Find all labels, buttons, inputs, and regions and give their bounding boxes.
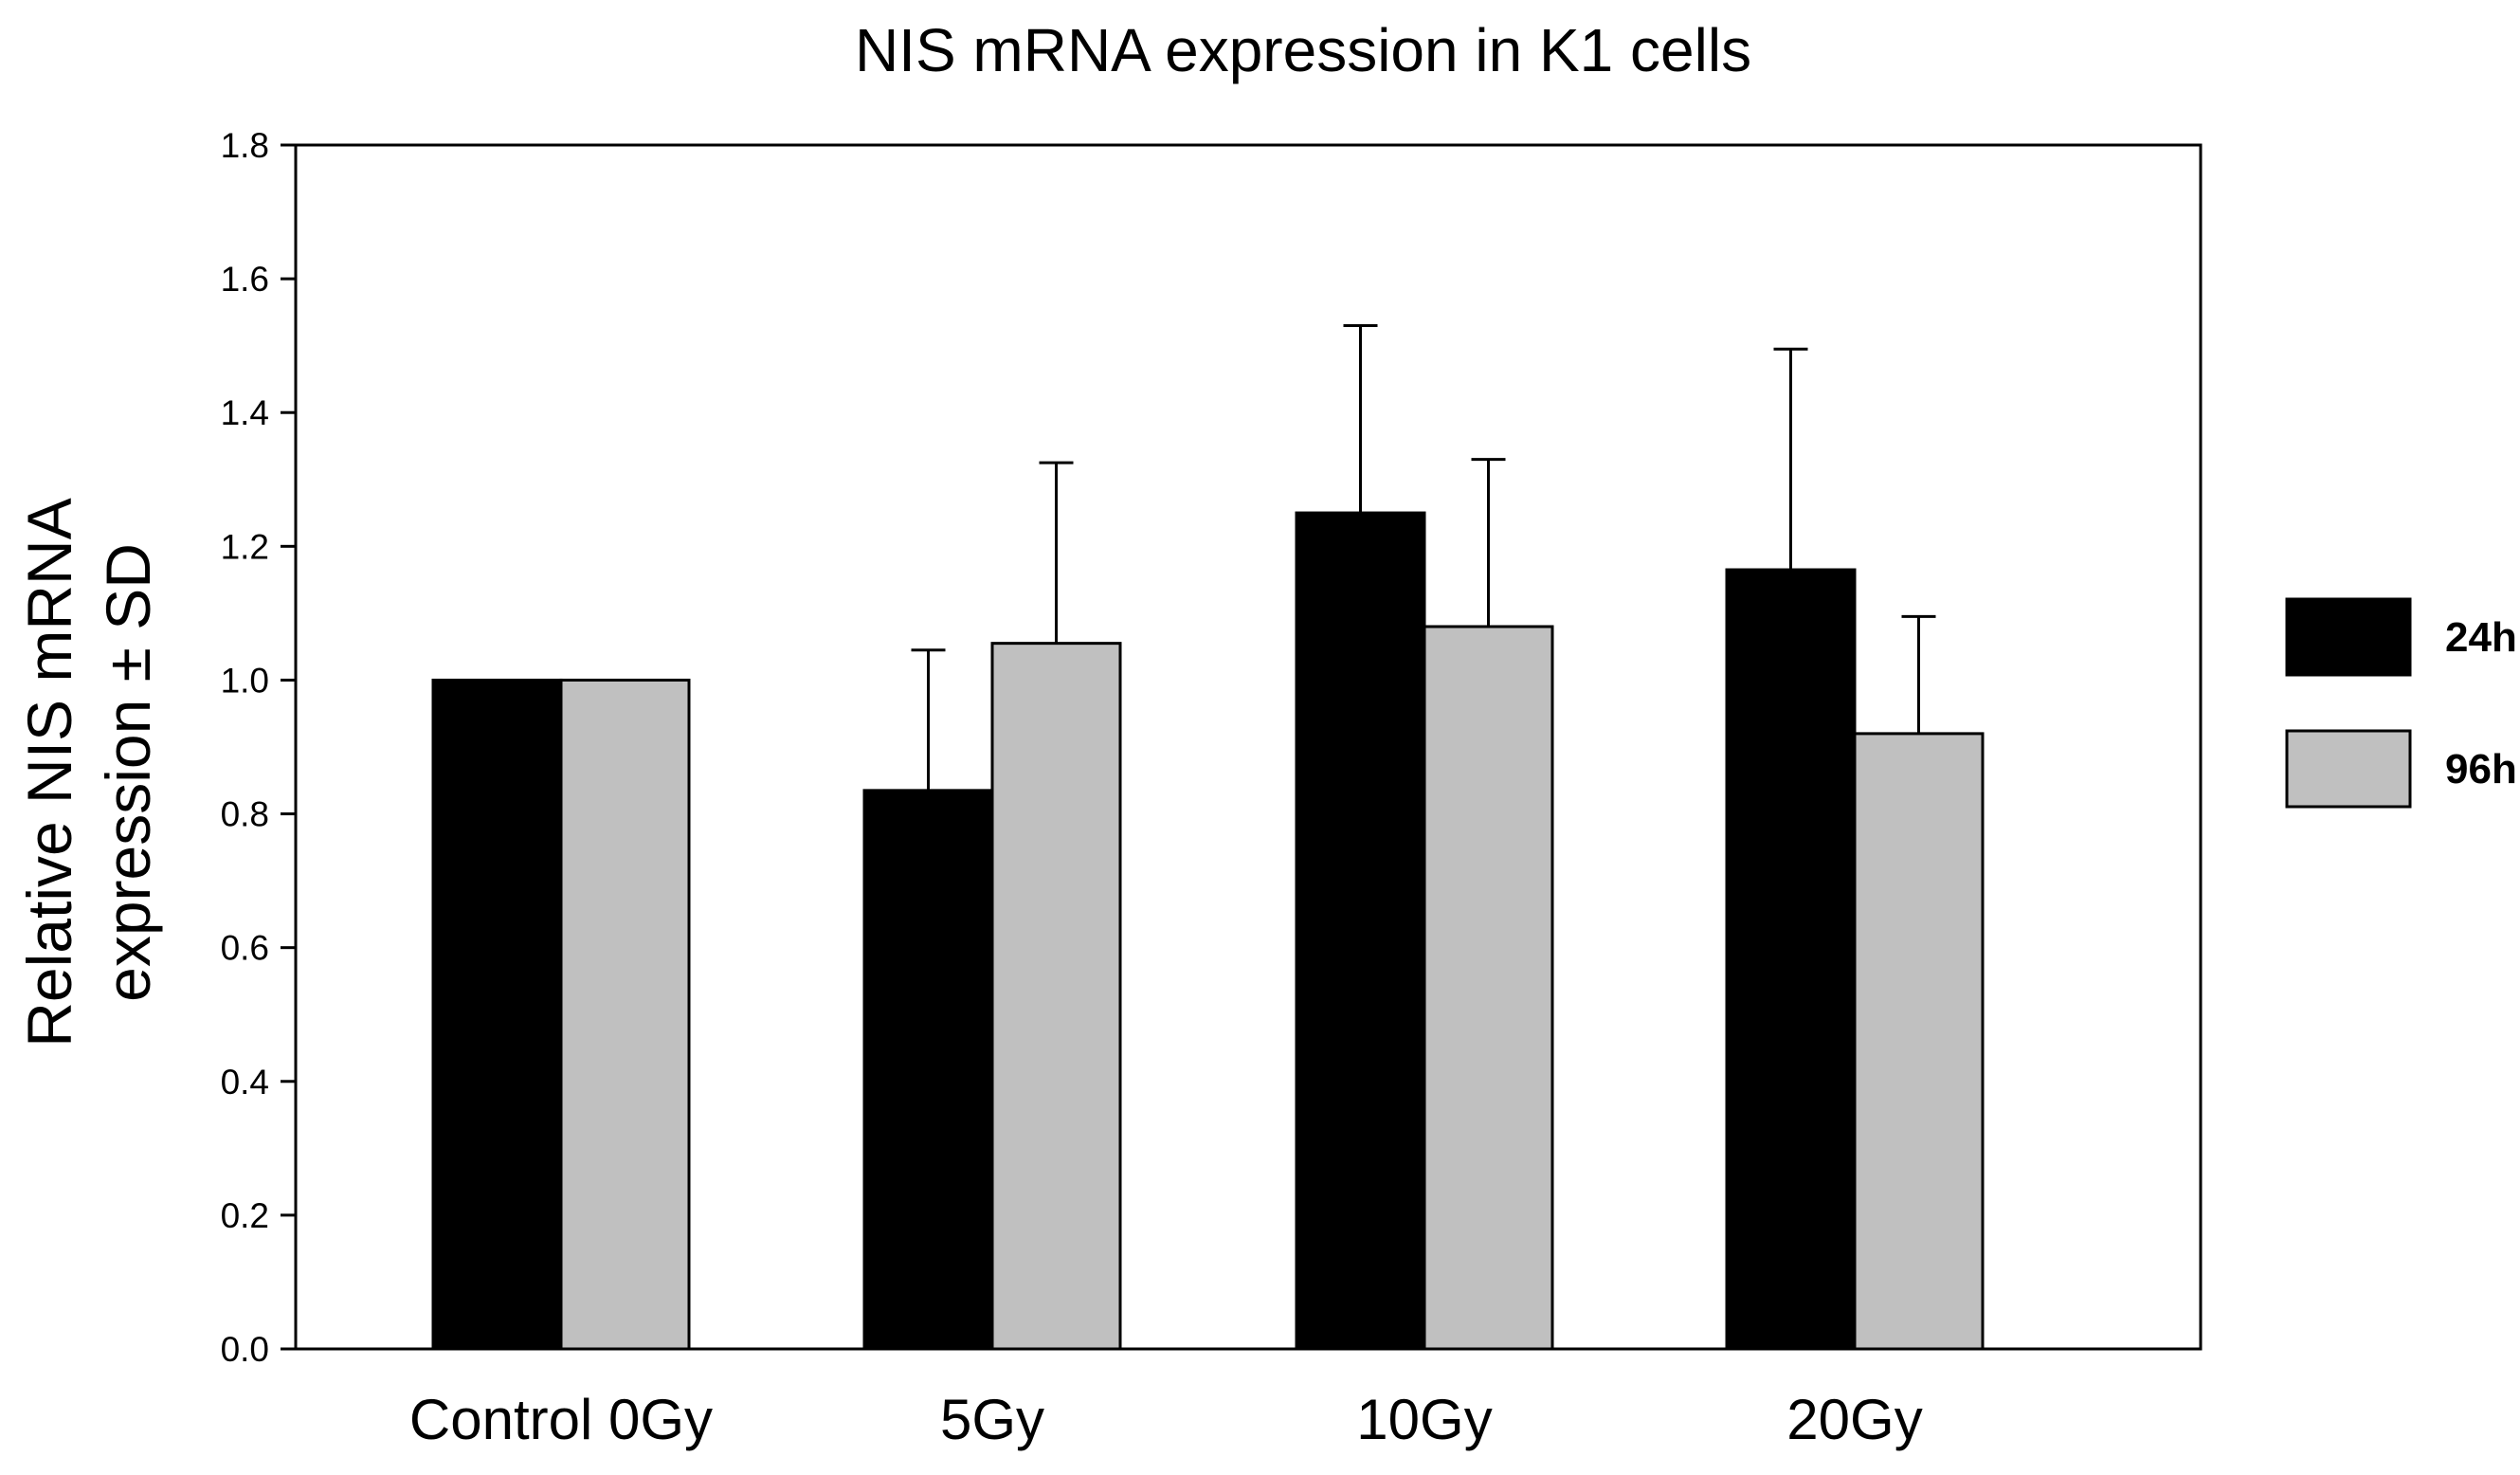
- y-axis-title-line-1: Relative NIS mRNA: [14, 498, 84, 1047]
- bar-96h-2: [1423, 625, 1554, 1351]
- y-tick-label: 0.6: [221, 929, 269, 968]
- bar-24h-2: [1295, 511, 1426, 1351]
- x-tick-label: 5Gy: [940, 1388, 1044, 1451]
- legend-label-96h: 96h: [2445, 746, 2517, 792]
- y-tick-label: 1.8: [221, 126, 269, 165]
- y-axis: 0.0 0.2 0.4 0.6 0.8 1.0 1.2 1.4 1.6 1.8: [221, 126, 296, 1369]
- y-tick-label: 0.0: [221, 1330, 269, 1369]
- y-tick-label: 0.4: [221, 1063, 269, 1102]
- error-bars: [911, 324, 1936, 791]
- bars: [431, 511, 1985, 1351]
- x-axis-labels: Control 0Gy 5Gy 10Gy 20Gy: [409, 1388, 1923, 1451]
- y-tick-label: 1.2: [221, 527, 269, 566]
- plot-frame: [294, 143, 2203, 1351]
- bar-96h-1: [990, 642, 1122, 1351]
- y-tick-label: 1.0: [221, 661, 269, 700]
- legend-swatch-96h: [2285, 729, 2412, 809]
- bar-24h-0: [431, 678, 563, 1351]
- y-tick-label: 1.6: [221, 260, 269, 299]
- bar-96h-3: [1853, 732, 1985, 1351]
- y-tick-label: 0.2: [221, 1196, 269, 1235]
- x-tick-label: 20Gy: [1786, 1388, 1922, 1451]
- chart-title: NIS mRNA expression in K1 cells: [855, 16, 1751, 84]
- y-axis-title-line-2: expression ± SD: [93, 543, 163, 1002]
- legend-label-24h: 24h: [2445, 614, 2517, 661]
- bar-96h-0: [559, 678, 691, 1351]
- legend-swatch-24h: [2285, 597, 2412, 677]
- y-axis-title: Relative NIS mRNA expression ± SD: [14, 498, 163, 1047]
- bar-24h-3: [1725, 568, 1857, 1351]
- x-tick-label: 10Gy: [1356, 1388, 1492, 1451]
- y-tick-label: 0.8: [221, 795, 269, 834]
- bar-24h-1: [862, 789, 994, 1351]
- legend: 24h 96h: [2285, 597, 2517, 809]
- x-tick-label: Control 0Gy: [409, 1388, 713, 1451]
- y-tick-label: 1.4: [221, 393, 269, 432]
